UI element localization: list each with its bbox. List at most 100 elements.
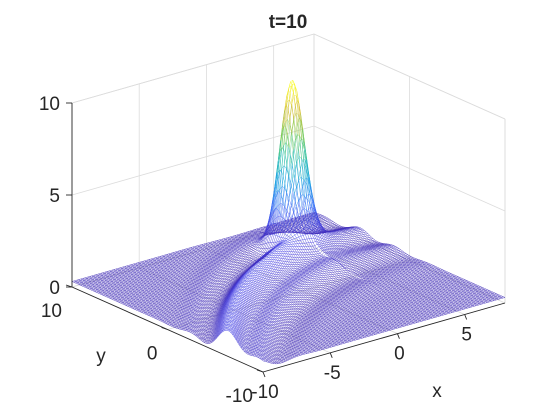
- mesh-segment: [187, 255, 191, 257]
- mesh-segment: [183, 257, 186, 259]
- mesh-segment: [217, 244, 220, 246]
- mesh-segment: [147, 269, 150, 271]
- mesh-segment: [122, 267, 125, 269]
- mesh-segment: [260, 252, 263, 255]
- mesh-segment: [154, 267, 157, 269]
- mesh-segment: [214, 246, 218, 248]
- mesh-segment: [168, 259, 171, 261]
- mesh-segment: [303, 234, 306, 236]
- mesh-segment: [216, 247, 219, 249]
- mesh-segment: [137, 263, 140, 265]
- mesh-segment: [78, 278, 81, 280]
- mesh-segment: [82, 283, 86, 285]
- mesh-segment: [312, 259, 315, 261]
- mesh-segment: [90, 285, 93, 287]
- mesh-segment: [243, 249, 246, 251]
- mesh-segment: [87, 276, 90, 278]
- mesh-segment: [91, 282, 94, 284]
- mesh-segment: [95, 281, 98, 283]
- mesh-segment: [225, 243, 229, 245]
- mesh-segment: [150, 265, 153, 267]
- mesh-segment: [289, 239, 293, 241]
- mesh-segment: [114, 278, 117, 280]
- mesh-segment: [254, 228, 257, 230]
- mesh-segment: [126, 271, 130, 273]
- mesh-segment: [88, 279, 91, 281]
- mesh-segment: [323, 225, 327, 227]
- mesh-segment: [140, 267, 143, 269]
- mesh-segment: [128, 267, 131, 269]
- mesh-segment: [130, 271, 134, 273]
- mesh-segment: [151, 267, 155, 270]
- mesh-segment: [146, 265, 149, 267]
- mesh-segment: [333, 225, 337, 227]
- mesh-segment: [131, 270, 134, 272]
- mesh-segment: [233, 238, 236, 240]
- mesh-segment: [178, 254, 181, 256]
- mesh-segment: [93, 282, 96, 284]
- mesh-segment: [82, 278, 85, 280]
- mesh-segment: [164, 254, 167, 256]
- mesh-segment: [184, 252, 188, 254]
- mesh-segment: [132, 273, 135, 275]
- mesh-segment: [165, 256, 168, 258]
- mesh-segment: [192, 246, 196, 248]
- mesh-segment: [220, 247, 223, 249]
- mesh-segment: [158, 266, 161, 268]
- mesh-segment: [293, 224, 296, 226]
- mesh-segment: [146, 260, 149, 262]
- mesh-segment: [251, 246, 255, 248]
- mesh-segment: [85, 276, 88, 278]
- mesh-segment: [174, 253, 177, 255]
- mesh-segment: [167, 262, 171, 264]
- mesh-segment: [241, 248, 244, 250]
- mesh-segment: [252, 251, 256, 253]
- mesh-segment: [211, 251, 214, 253]
- mesh-segment: [136, 266, 139, 268]
- mesh-segment: [220, 242, 223, 244]
- mesh-segment: [158, 259, 161, 261]
- mesh-segment: [113, 268, 117, 270]
- mesh-segment: [166, 253, 169, 255]
- mesh-segment: [220, 241, 223, 243]
- mesh-segment: [168, 254, 171, 256]
- mesh-segment: [171, 257, 174, 259]
- mesh-segment: [96, 280, 99, 282]
- mesh-segment: [251, 248, 254, 250]
- mesh-segment: [326, 256, 330, 258]
- mesh-segment: [82, 277, 86, 279]
- mesh-segment: [284, 235, 288, 239]
- mesh-segment: [201, 245, 204, 247]
- mesh-segment: [182, 259, 185, 261]
- mesh-segment: [206, 247, 209, 249]
- mesh-segment: [99, 280, 103, 282]
- mesh-segment: [85, 281, 88, 283]
- mesh-segment: [245, 231, 249, 233]
- mesh-segment: [250, 254, 253, 256]
- mesh-segment: [254, 242, 258, 245]
- mesh-segment: [162, 258, 166, 260]
- mesh-segment: [135, 268, 138, 270]
- mesh-segment: [247, 249, 250, 251]
- mesh-segment: [295, 201, 299, 207]
- mesh-segment: [195, 249, 199, 251]
- mesh-segment: [148, 261, 151, 263]
- mesh-segment: [180, 254, 183, 256]
- mesh-segment: [336, 224, 339, 226]
- mesh-segment: [139, 263, 142, 266]
- mesh-segment: [144, 266, 147, 268]
- mesh-segment: [104, 279, 107, 281]
- mesh-segment: [78, 283, 82, 285]
- mesh-segment: [202, 254, 205, 256]
- mesh-segment: [126, 267, 129, 269]
- mesh-segment: [124, 273, 127, 275]
- mesh-segment: [216, 248, 219, 250]
- mesh-segment: [98, 278, 102, 280]
- mesh-segment: [118, 273, 121, 275]
- mesh-segment: [102, 273, 105, 275]
- mesh-segment: [285, 239, 289, 241]
- mesh-segment: [121, 270, 124, 272]
- mesh-segment: [182, 252, 186, 254]
- mesh-segment: [187, 258, 190, 260]
- mesh-segment: [251, 255, 255, 258]
